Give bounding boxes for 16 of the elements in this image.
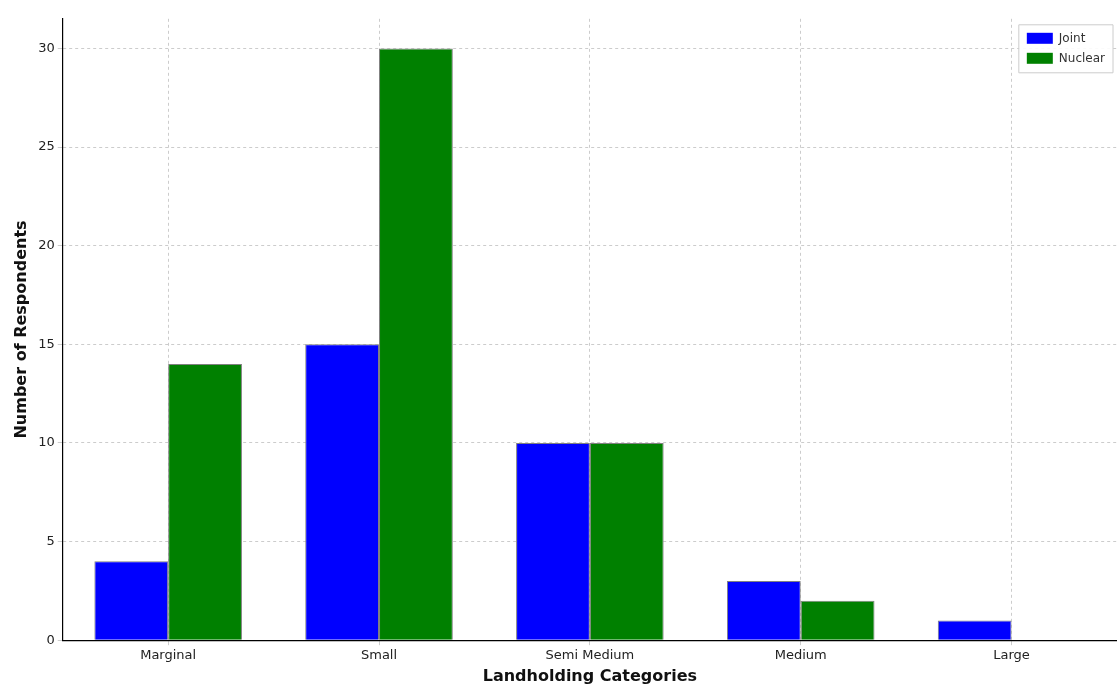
legend-label: Joint [1057, 30, 1086, 45]
y-axis-title: Number of Respondents [10, 220, 30, 439]
legend-label: Nuclear [1058, 50, 1106, 65]
y-tick-label: 5 [46, 532, 55, 548]
y-tick-label: 10 [38, 434, 55, 450]
x-axis-title: Landholding Categories [482, 665, 698, 685]
y-tick-label: 25 [38, 138, 55, 154]
y-tick-label: 20 [38, 237, 55, 253]
x-tick-label: Large [993, 647, 1030, 663]
x-tick-label: Small [360, 647, 398, 663]
x-tick-label: Semi Medium [545, 647, 635, 663]
x-tick-label: Marginal [140, 647, 197, 663]
y-tick-label: 30 [38, 39, 55, 55]
y-tick-label: 15 [38, 335, 55, 351]
y-tick-label: 0 [46, 631, 55, 647]
x-tick-label: Medium [774, 647, 827, 663]
